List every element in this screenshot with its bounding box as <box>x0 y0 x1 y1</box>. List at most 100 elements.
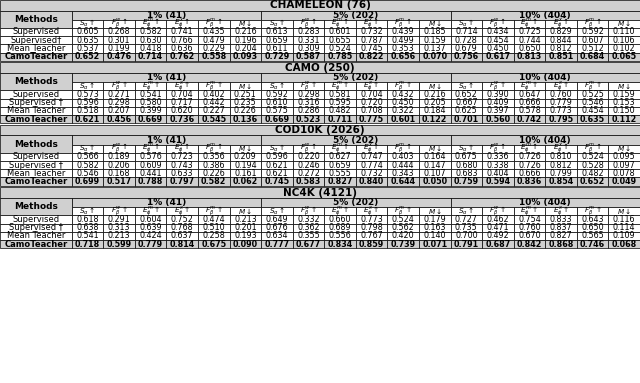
Bar <box>103 153 135 161</box>
Bar <box>166 224 198 232</box>
Text: 0.742: 0.742 <box>517 115 542 124</box>
Text: $S_\alpha\uparrow$: $S_\alpha\uparrow$ <box>79 206 95 217</box>
Text: $E_\phi^m\uparrow$: $E_\phi^m\uparrow$ <box>141 80 160 93</box>
Bar <box>292 90 324 98</box>
Text: $F_\beta^m\uparrow$: $F_\beta^m\uparrow$ <box>394 17 412 31</box>
Text: 0.868: 0.868 <box>548 240 573 249</box>
Text: 0.207: 0.207 <box>108 106 131 115</box>
Bar <box>545 115 577 123</box>
Bar <box>72 115 103 123</box>
Bar <box>451 136 640 145</box>
Bar <box>72 198 261 207</box>
Bar <box>482 240 514 248</box>
Bar <box>261 44 292 52</box>
Bar <box>103 169 135 177</box>
Text: $E_\phi^x\uparrow$: $E_\phi^x\uparrow$ <box>364 17 380 31</box>
Bar <box>577 153 609 161</box>
Bar <box>609 161 640 169</box>
Bar <box>135 44 166 52</box>
Text: 0.689: 0.689 <box>329 223 351 232</box>
Bar <box>135 107 166 115</box>
Bar <box>230 36 261 44</box>
Bar <box>0 10 72 28</box>
Text: 0.704: 0.704 <box>171 90 193 99</box>
Text: 0.596: 0.596 <box>76 98 99 107</box>
Bar <box>577 232 609 240</box>
Text: CamoTeacher: CamoTeacher <box>4 177 67 186</box>
Text: 0.291: 0.291 <box>108 215 131 224</box>
Bar <box>356 145 387 153</box>
Text: 0.068: 0.068 <box>612 240 637 249</box>
Text: 0.812: 0.812 <box>550 44 572 53</box>
Bar <box>292 153 324 161</box>
Bar <box>324 161 356 169</box>
Text: 0.791: 0.791 <box>454 240 479 249</box>
Text: 0.251: 0.251 <box>234 90 257 99</box>
Bar <box>387 52 419 61</box>
Text: 0.107: 0.107 <box>424 169 446 178</box>
Text: 0.258: 0.258 <box>202 231 225 241</box>
Bar <box>609 177 640 186</box>
Text: 0.827: 0.827 <box>328 177 353 186</box>
Bar <box>482 107 514 115</box>
Bar <box>514 44 545 52</box>
Bar <box>198 240 230 248</box>
Bar <box>356 44 387 52</box>
Text: 0.435: 0.435 <box>202 28 225 36</box>
Bar <box>577 207 609 215</box>
Bar <box>0 161 72 169</box>
Text: 0.669: 0.669 <box>264 115 289 124</box>
Text: 1% (41): 1% (41) <box>147 73 186 82</box>
Bar <box>324 90 356 98</box>
Text: 0.583: 0.583 <box>296 177 321 186</box>
Text: $F_\beta^w\uparrow$: $F_\beta^w\uparrow$ <box>300 205 317 218</box>
Text: 0.760: 0.760 <box>550 90 572 99</box>
Bar <box>545 107 577 115</box>
Text: 0.179: 0.179 <box>424 215 446 224</box>
Text: 0.199: 0.199 <box>108 44 131 53</box>
Text: 0.512: 0.512 <box>581 44 604 53</box>
Bar <box>198 232 230 240</box>
Bar <box>545 28 577 36</box>
Bar <box>135 90 166 98</box>
Bar <box>261 20 292 28</box>
Text: 0.343: 0.343 <box>392 169 415 178</box>
Text: 0.110: 0.110 <box>613 28 636 36</box>
Text: 0.442: 0.442 <box>202 98 225 107</box>
Bar <box>0 115 72 123</box>
Bar <box>451 107 482 115</box>
Text: Methods: Methods <box>14 140 58 149</box>
Bar <box>419 161 451 169</box>
Text: $M\downarrow$: $M\downarrow$ <box>617 207 631 216</box>
Text: 0.759: 0.759 <box>454 177 479 186</box>
Bar <box>0 52 72 61</box>
Bar <box>261 153 292 161</box>
Bar <box>387 115 419 123</box>
Text: 0.562: 0.562 <box>392 223 415 232</box>
Bar <box>545 240 577 248</box>
Bar <box>261 36 292 44</box>
Text: 0.196: 0.196 <box>234 36 257 45</box>
Text: Supervised †: Supervised † <box>9 98 63 107</box>
Bar <box>135 177 166 186</box>
Text: 0.576: 0.576 <box>140 152 162 162</box>
Bar <box>0 90 72 98</box>
Text: 0.524: 0.524 <box>392 215 415 224</box>
Text: 0.773: 0.773 <box>360 215 383 224</box>
Text: 10% (404): 10% (404) <box>520 198 571 207</box>
Bar <box>166 161 198 169</box>
Bar <box>419 232 451 240</box>
Text: $F_\beta^m\uparrow$: $F_\beta^m\uparrow$ <box>394 205 412 218</box>
Bar <box>324 107 356 115</box>
Text: 5% (202): 5% (202) <box>333 73 378 82</box>
Text: $E_\phi^m\uparrow$: $E_\phi^m\uparrow$ <box>331 17 349 31</box>
Text: 0.684: 0.684 <box>580 52 605 61</box>
Text: $F_\beta^w\uparrow$: $F_\beta^w\uparrow$ <box>300 17 317 31</box>
Text: 0.510: 0.510 <box>202 223 225 232</box>
Bar <box>545 98 577 107</box>
Text: 0.404: 0.404 <box>486 169 509 178</box>
Bar <box>72 10 261 20</box>
Bar <box>230 240 261 248</box>
Text: 0.810: 0.810 <box>550 152 572 162</box>
Bar <box>198 82 230 90</box>
